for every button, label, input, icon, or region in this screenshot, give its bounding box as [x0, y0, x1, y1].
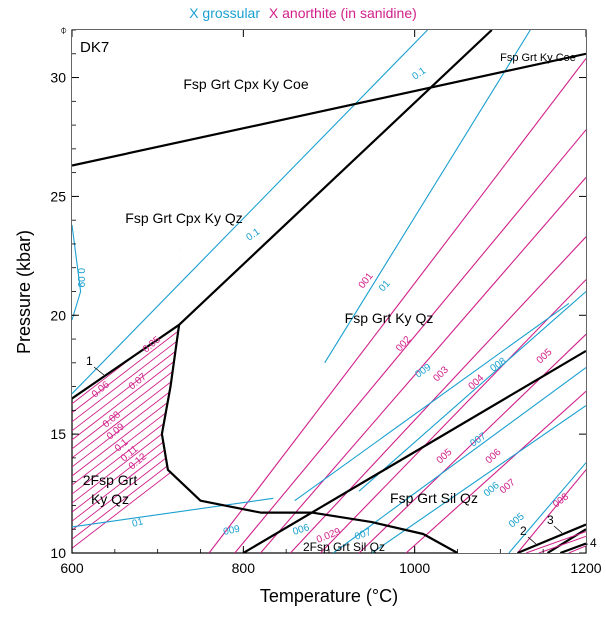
field-label-ky-coe: Fsp Grt Ky Coe	[500, 52, 576, 64]
x-tick-label: 1000	[399, 560, 430, 576]
anorthite-isopleth-5	[358, 333, 586, 553]
y-tick-label: 25	[50, 188, 66, 204]
axes-layer: 600 800 1000 1200 10 15 20 25 30	[50, 29, 602, 576]
hatch-mask	[161, 30, 586, 553]
grs-label-01-low: 01	[131, 516, 145, 530]
anorthite-isopleth-1	[234, 129, 586, 553]
hatch-line	[72, 353, 184, 441]
grs-label-0.09: 0.09	[75, 268, 86, 288]
hatched-field	[72, 30, 586, 553]
y-axis-title: Pressure (kbar)	[14, 230, 34, 354]
field-label-cpx-qz: Fsp Grt Cpx Ky Qz	[125, 210, 242, 226]
field-label-ky-qz: Fsp Grt Ky Qz	[345, 310, 434, 326]
x-tick-label: 800	[232, 560, 256, 576]
hatch-line	[72, 390, 184, 477]
x-tick-label: 600	[60, 560, 84, 576]
grossular-isopleth-6	[508, 462, 586, 553]
grossular-isopleth-0	[72, 30, 428, 395]
field-label-sil-qz: Fsp Grt Sil Qz	[390, 490, 478, 506]
hatch-line	[72, 453, 184, 540]
reaction-3-label: 3	[547, 513, 554, 527]
reaction-3-leader	[553, 525, 563, 534]
hatch-line	[72, 371, 184, 459]
field-label-2fsp-grt: 2Fsp Grt	[83, 472, 138, 488]
field-label-2fsp-sil-qz: 2Fsp Grt Sil Qz	[303, 540, 385, 554]
grossular-isopleth-1	[324, 30, 531, 364]
reaction-2-label: 2	[520, 524, 527, 538]
grs-label-009-low: 009	[222, 524, 241, 538]
corner-symbol: ⌽	[60, 23, 67, 37]
boundary-reaction-3	[546, 528, 586, 553]
hatch-line	[72, 381, 184, 468]
grossular-isopleth-7	[72, 224, 82, 321]
anorthite-isopleth-0	[208, 58, 586, 553]
boundary-reaction-2	[517, 523, 586, 553]
hatch-line	[72, 444, 184, 531]
sample-label: DK7	[80, 39, 109, 56]
title-grossular: X grossular	[189, 5, 260, 21]
y-tick-label: 20	[50, 307, 66, 323]
grossular-isopleth-8	[72, 497, 274, 528]
reaction-2-leader	[527, 536, 537, 545]
grossular-isopleth-5	[371, 405, 586, 553]
hatch-mask-top	[72, 30, 180, 399]
x-tick-label: 1200	[570, 560, 601, 576]
y-tick-label: 30	[50, 70, 66, 86]
reaction-1-leader	[93, 366, 105, 376]
grs-label-006-low: 006	[292, 522, 312, 538]
reaction-4-label: 4	[590, 536, 597, 550]
hatch-line	[72, 362, 184, 450]
x-axis-title: Temperature (°C)	[260, 586, 398, 606]
chart-title: X grossular X anorthite (in sanidine)	[189, 5, 417, 21]
anorthite-isopleth-3	[289, 236, 586, 553]
hatch-line	[72, 344, 184, 432]
field-label-ky-qz-low: Ky Qz	[91, 491, 129, 507]
anorthite-isopleth-2	[260, 177, 586, 553]
reaction-extra-line	[525, 531, 586, 553]
hatch-line	[72, 335, 184, 423]
boundary-coesite-quartz	[72, 52, 586, 167]
anorthite-isopleth-6	[405, 390, 586, 553]
hatch-line	[72, 326, 184, 414]
anorthite-isopleth-7	[517, 469, 586, 553]
field-label-coe: Fsp Grt Cpx Ky Coe	[183, 76, 308, 92]
boundary-kyanite-sillimanite	[242, 349, 586, 553]
anorthite-isopleth-4	[320, 279, 586, 553]
grossular-isopleth-2	[294, 302, 570, 502]
data-layer	[72, 30, 586, 553]
reaction-extra-line	[568, 545, 586, 553]
y-tick-label: 10	[50, 545, 66, 561]
reaction-4-leader	[577, 543, 589, 547]
title-anorthite: X anorthite (in sanidine)	[269, 5, 417, 21]
grossular-isopleth-3	[358, 291, 586, 492]
boundary-solvus	[160, 324, 459, 553]
reaction-1-label: 1	[86, 354, 93, 368]
reaction-extra-line	[538, 535, 586, 553]
hatch-line	[72, 462, 184, 549]
y-tick-label: 15	[50, 426, 66, 442]
